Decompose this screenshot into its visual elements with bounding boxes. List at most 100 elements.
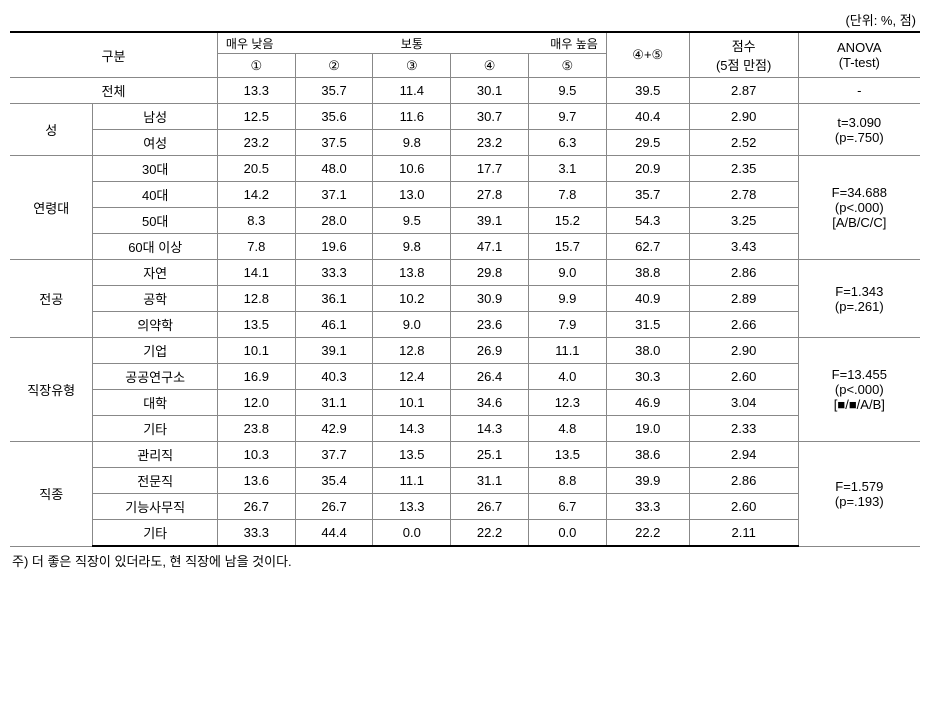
value-cell: 39.1 xyxy=(451,208,529,234)
value-cell: 14.2 xyxy=(217,182,295,208)
value-cell: 2.11 xyxy=(689,520,798,547)
value-cell: 35.7 xyxy=(606,182,689,208)
value-cell: 12.3 xyxy=(528,390,606,416)
data-table: 구분 매우 낮음 보통 매우 높음 ④+⑤ 점수 (5점 만점) ANOVA (… xyxy=(10,31,920,547)
table-row: 전체13.335.711.430.19.539.52.87- xyxy=(10,78,920,104)
header-anova: ANOVA (T-test) xyxy=(798,32,920,78)
value-cell: 2.60 xyxy=(689,494,798,520)
value-cell: 9.8 xyxy=(373,234,451,260)
value-cell: 23.2 xyxy=(451,130,529,156)
value-cell: 30.9 xyxy=(451,286,529,312)
unit-label: (단위: %, 점) xyxy=(10,10,920,29)
anova-cell: F=1.343(p=.261) xyxy=(798,260,920,338)
value-cell: 8.8 xyxy=(528,468,606,494)
value-cell: 38.0 xyxy=(606,338,689,364)
value-cell: 2.90 xyxy=(689,338,798,364)
value-cell: 11.1 xyxy=(373,468,451,494)
row-label: 여성 xyxy=(93,130,217,156)
value-cell: 16.9 xyxy=(217,364,295,390)
row-label: 관리직 xyxy=(93,442,217,468)
value-cell: 42.9 xyxy=(295,416,373,442)
value-cell: 9.9 xyxy=(528,286,606,312)
table-row: 직종관리직10.337.713.525.113.538.62.94F=1.579… xyxy=(10,442,920,468)
value-cell: 0.0 xyxy=(373,520,451,547)
anova-line: (p=.261) xyxy=(801,299,918,314)
value-cell: 13.3 xyxy=(217,78,295,104)
row-label: 60대 이상 xyxy=(93,234,217,260)
value-cell: 38.6 xyxy=(606,442,689,468)
value-cell: 13.8 xyxy=(373,260,451,286)
anova-line: F=1.343 xyxy=(801,284,918,299)
row-label: 기타 xyxy=(93,520,217,547)
value-cell: 35.6 xyxy=(295,104,373,130)
value-cell: 9.8 xyxy=(373,130,451,156)
header-col4: ④ xyxy=(451,54,529,78)
value-cell: 46.9 xyxy=(606,390,689,416)
anova-line: (p=.193) xyxy=(801,494,918,509)
table-body: 전체13.335.711.430.19.539.52.87-성남성12.535.… xyxy=(10,78,920,547)
table-row: 기타33.344.40.022.20.022.22.11 xyxy=(10,520,920,547)
value-cell: 20.5 xyxy=(217,156,295,182)
value-cell: 40.4 xyxy=(606,104,689,130)
value-cell: 27.8 xyxy=(451,182,529,208)
value-cell: 2.60 xyxy=(689,364,798,390)
value-cell: 2.90 xyxy=(689,104,798,130)
header-gubun: 구분 xyxy=(10,32,217,78)
value-cell: 26.7 xyxy=(295,494,373,520)
value-cell: 2.33 xyxy=(689,416,798,442)
value-cell: 22.2 xyxy=(606,520,689,547)
group-label: 직장유형 xyxy=(10,338,93,442)
value-cell: 26.9 xyxy=(451,338,529,364)
value-cell: 9.7 xyxy=(528,104,606,130)
row-label: 50대 xyxy=(93,208,217,234)
value-cell: 40.3 xyxy=(295,364,373,390)
scale-low-label: 매우 낮음 xyxy=(226,35,274,52)
table-row: 50대8.328.09.539.115.254.33.25 xyxy=(10,208,920,234)
footnote: 주) 더 좋은 직장이 있더라도, 현 직장에 남을 것이다. xyxy=(10,551,920,570)
value-cell: 7.8 xyxy=(217,234,295,260)
header-score-line2: (5점 만점) xyxy=(692,55,796,74)
row-label: 30대 xyxy=(93,156,217,182)
row-label: 대학 xyxy=(93,390,217,416)
value-cell: 34.6 xyxy=(451,390,529,416)
value-cell: 22.2 xyxy=(451,520,529,547)
value-cell: 10.2 xyxy=(373,286,451,312)
header-sum45: ④+⑤ xyxy=(606,32,689,78)
row-label: 공학 xyxy=(93,286,217,312)
table-row: 직장유형기업10.139.112.826.911.138.02.90F=13.4… xyxy=(10,338,920,364)
value-cell: 2.86 xyxy=(689,260,798,286)
header-col1: ① xyxy=(217,54,295,78)
scale-high-label: 매우 높음 xyxy=(550,35,598,52)
row-label: 기업 xyxy=(93,338,217,364)
anova-line: (p=.750) xyxy=(801,130,918,145)
anova-line: [A/B/C/C] xyxy=(801,215,918,230)
value-cell: 9.0 xyxy=(373,312,451,338)
table-row: 40대14.237.113.027.87.835.72.78 xyxy=(10,182,920,208)
value-cell: 2.87 xyxy=(689,78,798,104)
value-cell: 13.6 xyxy=(217,468,295,494)
header-col2: ② xyxy=(295,54,373,78)
value-cell: 7.9 xyxy=(528,312,606,338)
value-cell: 10.1 xyxy=(217,338,295,364)
anova-cell: F=34.688(p<.000)[A/B/C/C] xyxy=(798,156,920,260)
value-cell: 2.35 xyxy=(689,156,798,182)
header-anova-line2: (T-test) xyxy=(801,55,918,70)
value-cell: 13.3 xyxy=(373,494,451,520)
group-label: 전공 xyxy=(10,260,93,338)
value-cell: 54.3 xyxy=(606,208,689,234)
row-label: 공공연구소 xyxy=(93,364,217,390)
value-cell: 9.5 xyxy=(528,78,606,104)
row-label: 의약학 xyxy=(93,312,217,338)
row-label: 자연 xyxy=(93,260,217,286)
value-cell: 6.3 xyxy=(528,130,606,156)
value-cell: 44.4 xyxy=(295,520,373,547)
value-cell: 10.1 xyxy=(373,390,451,416)
value-cell: 33.3 xyxy=(606,494,689,520)
table-row: 60대 이상7.819.69.847.115.762.73.43 xyxy=(10,234,920,260)
value-cell: 13.0 xyxy=(373,182,451,208)
value-cell: 29.5 xyxy=(606,130,689,156)
value-cell: 39.1 xyxy=(295,338,373,364)
header-anova-line1: ANOVA xyxy=(801,40,918,55)
value-cell: 9.0 xyxy=(528,260,606,286)
value-cell: 14.3 xyxy=(451,416,529,442)
